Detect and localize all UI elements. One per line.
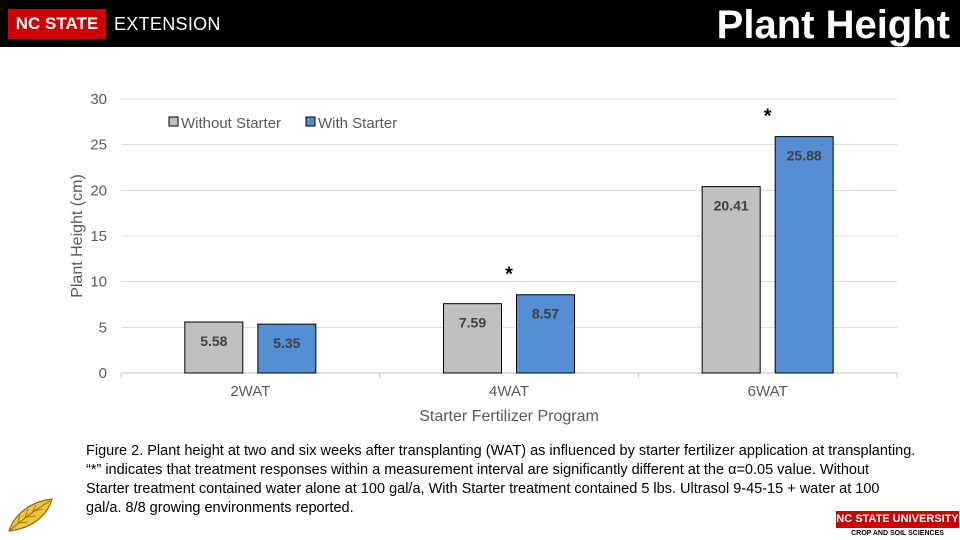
brand-extension: EXTENSION <box>114 14 221 34</box>
legend-label: Without Starter <box>181 115 281 132</box>
y-axis-title: Plant Height (cm) <box>69 174 86 298</box>
legend-label: With Starter <box>318 115 397 132</box>
bar-chart: 0 5 10 15 20 25 30 2WAT 5.58 5.35 4WAT 7.59 8.57 * 6WA… <box>69 91 898 425</box>
x-tick-label: 2WAT <box>230 383 270 400</box>
significance-marker: * <box>764 106 772 128</box>
bar <box>443 303 502 374</box>
y-tick-label: 5 <box>99 319 107 336</box>
data-label: 25.88 <box>787 148 822 164</box>
y-tick-label: 10 <box>90 274 107 291</box>
leaf-icon <box>8 498 53 532</box>
page-title: Plant Height <box>716 3 950 47</box>
brand-logo: NC STATE <box>8 9 106 39</box>
bar <box>516 294 575 374</box>
legend-swatch <box>305 116 316 127</box>
x-tick-label: 4WAT <box>489 383 529 400</box>
legend-swatch <box>168 116 179 127</box>
data-label: 7.59 <box>459 315 486 331</box>
y-tick-label: 15 <box>90 228 107 245</box>
x-axis-title: Starter Fertilizer Program <box>419 408 599 425</box>
data-label: 5.35 <box>273 335 300 351</box>
bar <box>184 321 244 374</box>
y-tick-label: 30 <box>90 91 107 108</box>
bar <box>701 186 761 374</box>
data-label: 5.58 <box>200 333 227 349</box>
significance-marker: * <box>505 264 513 286</box>
x-tick-label: 6WAT <box>748 383 788 400</box>
y-tick-label: 25 <box>90 137 107 154</box>
y-tick-label: 0 <box>99 365 107 382</box>
y-tick-label: 20 <box>90 182 107 199</box>
footer-logo-text: NC STATE UNIVERSITY <box>836 511 959 528</box>
bar <box>774 136 834 374</box>
footer-department: CROP AND SOIL SCIENCES <box>851 530 944 537</box>
figure-caption: Figure 2. Plant height at two and six we… <box>86 443 916 516</box>
data-label: 8.57 <box>532 306 559 322</box>
data-label: 20.41 <box>714 198 749 214</box>
header-bar: NC STATE EXTENSION Plant Height <box>0 0 960 47</box>
bar <box>257 323 317 374</box>
footer-logo: NC STATE UNIVERSITY CROP AND SOIL SCIENC… <box>836 511 959 540</box>
